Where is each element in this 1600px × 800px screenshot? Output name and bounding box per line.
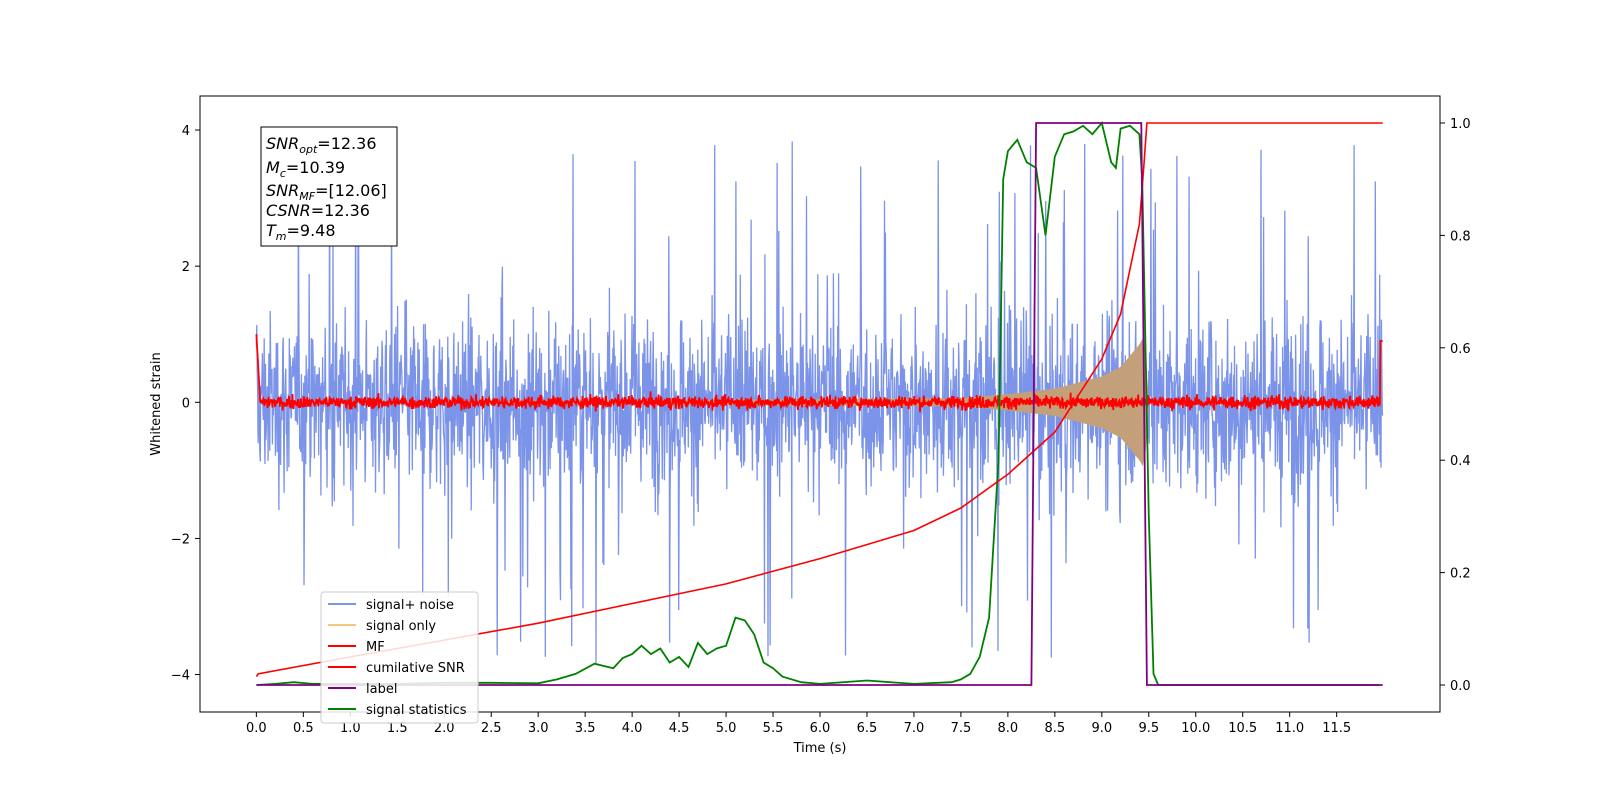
x-tick-label: 11.5 — [1322, 721, 1351, 736]
info-box: SNRopt=12.36 Mc=10.39 SNRMF=[12.06] CSNR… — [260, 126, 398, 247]
x-tick-label: 7.0 — [904, 721, 925, 736]
x-tick-label: 1.0 — [340, 721, 361, 736]
info-box-frame — [260, 126, 398, 247]
info-tm: Tm=9.48 — [266, 221, 336, 243]
info-csnr: CSNR=12.36 — [266, 201, 370, 220]
legend-label-signal-statistics: signal statistics — [366, 703, 467, 718]
x-tick-label: 10.5 — [1228, 721, 1257, 736]
legend-label-cumulative-snr: cumilative SNR — [366, 661, 465, 676]
y2-tick-label: 0.8 — [1450, 229, 1471, 244]
x-tick-label: 2.0 — [434, 721, 455, 736]
legend-label-label: label — [366, 682, 397, 697]
info-snr-opt: SNRopt=12.36 — [266, 134, 377, 156]
legend-label-mf: MF — [366, 640, 385, 655]
series-signal-statistics-line — [256, 121, 1379, 686]
x-tick-label: 5.5 — [763, 721, 784, 736]
x-tick-label: 2.5 — [481, 721, 502, 736]
x-tick-label: 7.5 — [951, 721, 972, 736]
y2-tick-label: 0.0 — [1450, 679, 1471, 694]
legend-frame — [320, 591, 479, 724]
x-tick-label: 6.0 — [810, 721, 831, 736]
y2-tick-label: 1.0 — [1450, 117, 1471, 132]
y-axis-label: Whitened strain — [149, 352, 164, 455]
y-tick-label: −2 — [171, 532, 190, 547]
x-tick-label: 0.0 — [246, 721, 267, 736]
x-tick-label: 9.5 — [1138, 721, 1159, 736]
legend: signal+ noise signal only MF cumilative … — [320, 591, 479, 724]
y2-tick-label: 0.4 — [1450, 454, 1471, 469]
y-tick-label: −4 — [171, 669, 190, 684]
y-tick-label: 2 — [182, 260, 190, 275]
y-tick-label: 0 — [182, 396, 190, 411]
x-tick-label: 6.5 — [857, 721, 878, 736]
x-tick-label: 8.0 — [998, 721, 1019, 736]
x-tick-label: 3.0 — [528, 721, 549, 736]
x-tick-label: 4.5 — [669, 721, 690, 736]
x-tick-label: 3.5 — [575, 721, 596, 736]
legend-label-signal-only: signal only — [366, 619, 436, 634]
x-tick-label: 9.0 — [1091, 721, 1112, 736]
x-axis-label: Time (s) — [793, 741, 847, 756]
y2-tick-label: 0.2 — [1450, 567, 1471, 582]
x-tick-label: 1.5 — [387, 721, 408, 736]
info-snr-mf: SNRMF=[12.06] — [266, 181, 387, 203]
y2-tick-label: 0.6 — [1450, 342, 1471, 357]
series-signal-noise-line — [255, 141, 1384, 666]
info-mc: Mc=10.39 — [266, 158, 345, 180]
y-tick-label: 4 — [182, 124, 190, 139]
x-tick-label: 5.0 — [716, 721, 737, 736]
series-mf-line — [255, 334, 1383, 413]
x-tick-label: 10.0 — [1181, 721, 1210, 736]
series-label-line — [256, 122, 1383, 686]
x-tick-label: 0.5 — [293, 721, 314, 736]
x-tick-label: 11.0 — [1275, 721, 1304, 736]
x-tick-label: 8.5 — [1045, 721, 1066, 736]
legend-label-signal-noise: signal+ noise — [366, 598, 454, 613]
x-tick-label: 4.0 — [622, 721, 643, 736]
